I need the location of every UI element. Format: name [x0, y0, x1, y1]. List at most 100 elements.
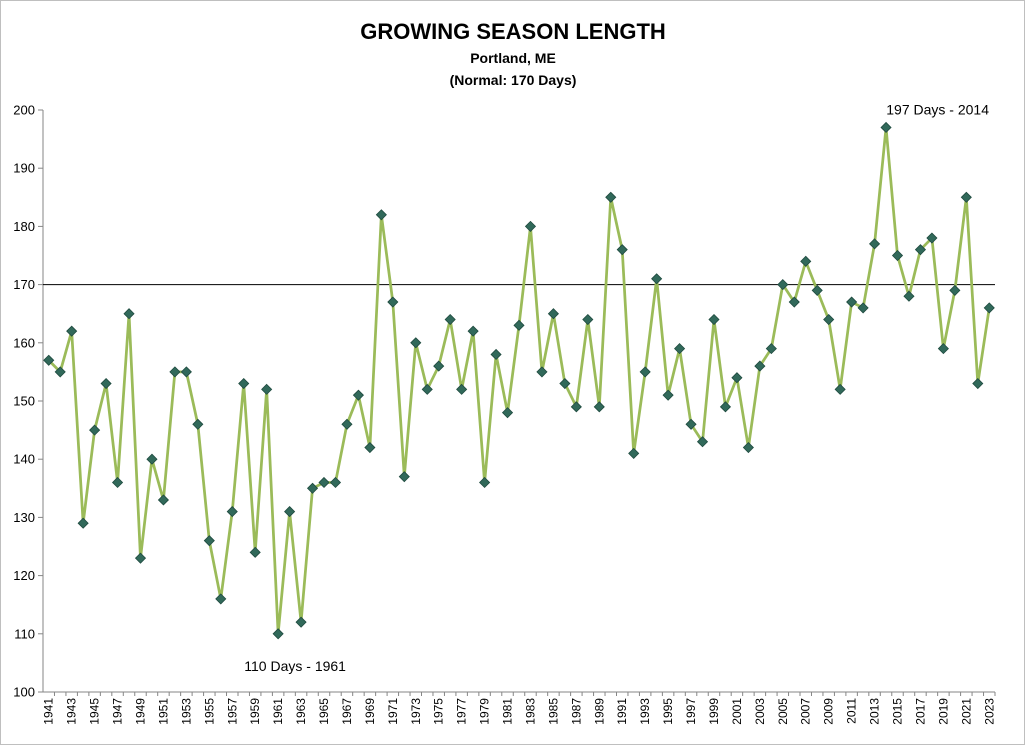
y-tick-label: 140	[13, 452, 35, 467]
data-point	[111, 476, 124, 489]
x-tick-label: 1997	[684, 698, 698, 725]
x-tick-label: 2017	[913, 698, 927, 725]
data-point	[674, 343, 686, 355]
data-point	[605, 191, 617, 203]
data-point	[731, 372, 743, 384]
data-point	[329, 476, 342, 489]
x-tick-label: 2003	[753, 698, 767, 725]
y-tick-label: 150	[13, 394, 35, 409]
x-tick-label: 1977	[455, 698, 469, 725]
data-point	[398, 471, 410, 483]
x-tick-label: 1989	[592, 698, 606, 725]
x-tick-label: 1953	[179, 698, 193, 725]
data-point	[180, 366, 192, 378]
x-tick-label: 2005	[776, 698, 790, 725]
data-point	[754, 360, 766, 372]
data-point	[926, 232, 938, 244]
x-tick-label: 2013	[868, 698, 882, 725]
x-tick-label: 1949	[133, 698, 147, 725]
x-tick-label: 1985	[546, 698, 560, 725]
data-point	[869, 238, 881, 250]
data-point	[375, 209, 387, 221]
y-tick-label: 190	[13, 161, 35, 176]
x-tick-label: 1995	[661, 698, 675, 725]
data-point	[203, 535, 215, 547]
data-point	[846, 296, 858, 308]
x-tick-label: 2023	[982, 698, 996, 725]
chart-title: GROWING SEASON LENGTH	[360, 19, 666, 44]
y-tick-label: 130	[13, 510, 35, 525]
data-point	[146, 453, 158, 465]
y-tick-label: 110	[14, 626, 35, 641]
x-tick-label: 1971	[386, 698, 400, 725]
data-point	[937, 343, 949, 355]
data-point	[616, 244, 628, 256]
y-tick-label: 160	[13, 335, 35, 350]
data-point	[639, 366, 651, 378]
x-tick-label: 2021	[959, 698, 973, 725]
x-tick-label: 1993	[638, 698, 652, 725]
x-tick-label: 2011	[845, 698, 859, 724]
data-point	[880, 121, 892, 134]
data-point	[421, 383, 433, 395]
chart-normal-note: (Normal: 170 Days)	[450, 72, 577, 88]
data-point	[823, 313, 835, 326]
data-point	[456, 383, 468, 395]
data-point	[410, 337, 422, 349]
data-point	[570, 401, 582, 413]
data-point	[306, 482, 319, 494]
data-point	[238, 377, 250, 390]
data-point	[891, 249, 904, 262]
x-tick-label: 1947	[111, 698, 125, 725]
x-tick-label: 1987	[569, 698, 583, 725]
data-point	[559, 377, 571, 390]
x-tick-label: 1983	[523, 698, 537, 725]
data-point	[765, 343, 777, 355]
data-point	[719, 401, 732, 413]
plot-group: 197 Days - 2014 110 Days - 1961	[43, 101, 995, 674]
data-point	[983, 302, 995, 314]
data-point	[547, 308, 559, 320]
data-point	[811, 284, 823, 296]
data-point	[949, 284, 961, 296]
y-tick-label: 100	[13, 685, 35, 700]
data-point	[708, 313, 720, 326]
data-point	[54, 366, 66, 378]
data-point	[387, 296, 399, 308]
x-tick-label: 1961	[271, 698, 285, 725]
data-point	[215, 593, 227, 605]
data-point	[272, 628, 284, 640]
data-point	[662, 389, 674, 401]
data-point	[284, 506, 296, 518]
y-tick-label: 170	[13, 277, 35, 292]
data-point	[960, 191, 972, 203]
data-point	[834, 383, 846, 395]
axes-group: 100 110 120 130 140 150 160 170 180 190 200 1941 194…	[13, 103, 996, 725]
x-tick-label: 1991	[615, 698, 629, 725]
x-tick-label: 1999	[707, 698, 721, 725]
chart-subtitle: Portland, ME	[470, 50, 556, 66]
data-point	[352, 389, 364, 401]
data-point	[651, 273, 663, 285]
data-point	[43, 354, 55, 366]
data-point	[444, 313, 456, 326]
annotation-max: 197 Days - 2014	[886, 101, 989, 117]
x-tick-label: 1979	[478, 698, 492, 725]
data-point	[192, 418, 204, 430]
x-tick-label: 1981	[501, 698, 515, 725]
x-tick-label: 1943	[65, 698, 79, 725]
x-tick-label: 1963	[294, 698, 308, 725]
y-tick-label: 180	[13, 219, 35, 234]
data-point	[903, 290, 915, 302]
data-point	[467, 325, 479, 337]
data-point	[249, 546, 261, 558]
x-tick-label: 1941	[42, 698, 56, 725]
x-tick-label: 1965	[317, 698, 331, 725]
data-point	[157, 494, 169, 506]
x-tick-label: 1973	[409, 698, 423, 725]
data-point	[89, 424, 101, 436]
x-tick-label: 2001	[730, 698, 744, 725]
data-point	[341, 418, 353, 430]
